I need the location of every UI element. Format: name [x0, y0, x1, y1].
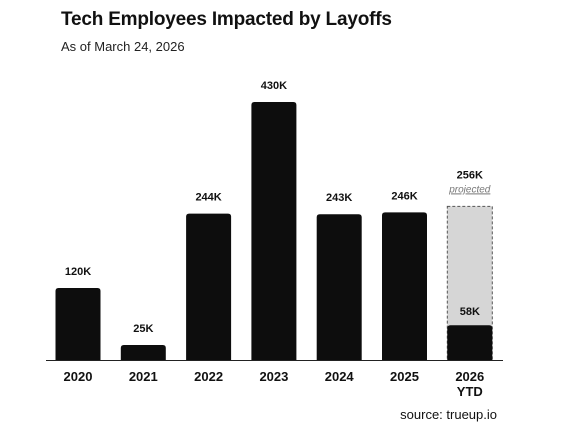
value-label-2024: 243K	[326, 192, 352, 204]
x-tick-label-2022: 2022	[194, 369, 223, 384]
x-tick-label-2020: 2020	[64, 369, 93, 384]
bar-2026-ytd	[447, 325, 493, 360]
projected-value-label: 256K	[457, 169, 483, 181]
bar-2021	[120, 345, 166, 360]
x-tick-label-2025: 2025	[390, 369, 419, 384]
bar-2024	[316, 214, 362, 360]
x-tick-label-2023: 2023	[259, 369, 288, 384]
value-label-2020: 120K	[65, 266, 91, 278]
x-tick-label-2026-ytd: 2026 YTD	[455, 369, 484, 399]
x-tick-label-2024: 2024	[325, 369, 355, 384]
x-tick-label-2021: 2021	[129, 369, 158, 384]
bar-2023	[251, 102, 297, 360]
bar-2025	[382, 212, 427, 360]
source-note: source: trueup.io	[400, 407, 497, 422]
chart-title: Tech Employees Impacted by Layoffs	[61, 9, 392, 30]
value-label-2022: 244K	[195, 192, 221, 204]
value-label-2026-ytd: 58K	[460, 306, 480, 318]
bar-2020	[55, 288, 101, 360]
chart-subtitle: As of March 24, 2026	[61, 39, 185, 54]
projected-note: projected	[448, 184, 491, 195]
bar-2022	[186, 213, 232, 360]
value-label-2023: 430K	[261, 80, 287, 92]
value-label-2025: 246K	[391, 190, 417, 202]
value-label-2021: 25K	[133, 323, 153, 335]
